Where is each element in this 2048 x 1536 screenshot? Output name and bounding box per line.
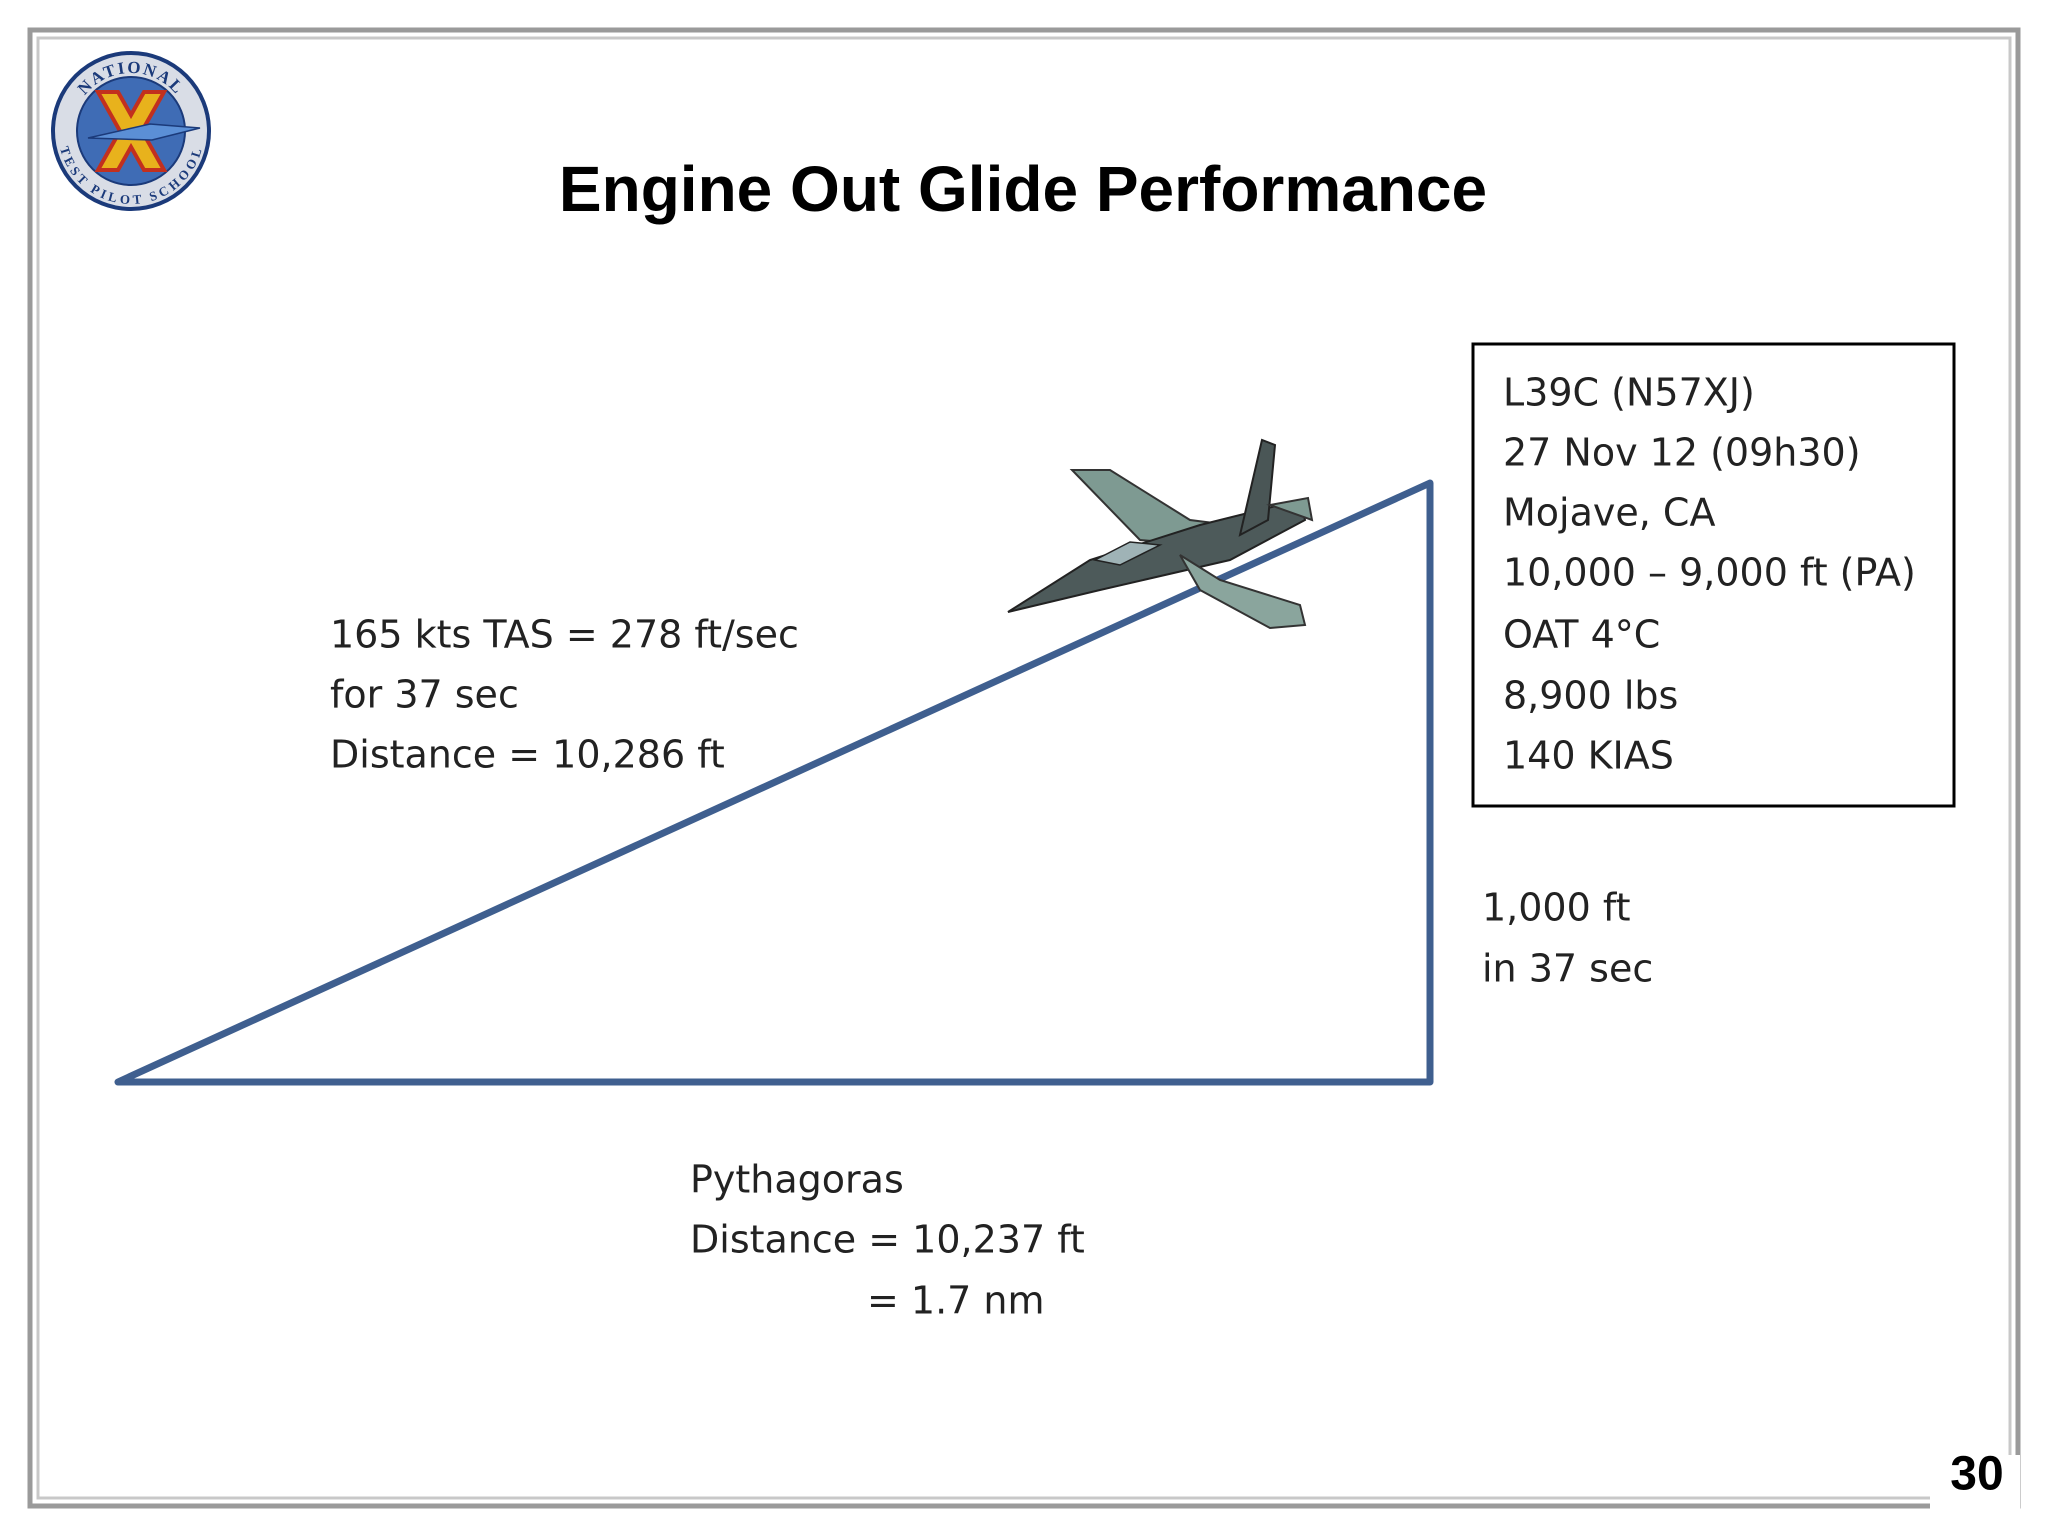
slant-label-line: 165 kts TAS = 278 ft/sec	[330, 613, 799, 657]
page-number: 30	[1950, 1448, 2003, 1501]
page-number-bg	[1930, 1455, 2020, 1510]
info-line: 140 KIAS	[1503, 734, 1674, 778]
info-box	[1471, 342, 1956, 808]
slide-title: Engine Out Glide Performance	[559, 153, 1487, 225]
info-line: 27 Nov 12 (09h30)	[1503, 431, 1861, 475]
slide-border	[27, 27, 2021, 1509]
info-line: L39C (N57XJ)	[1503, 371, 1755, 415]
info-line: OAT 4°C	[1503, 613, 1660, 657]
slant-label-line: for 37 sec	[330, 673, 519, 717]
info-line: 10,000 – 9,000 ft (PA)	[1503, 551, 1916, 595]
info-line: Mojave, CA	[1503, 491, 1715, 535]
base-label-line: = 1.7 nm	[867, 1279, 1045, 1323]
base-label-line: Pythagoras	[690, 1158, 904, 1202]
vertical-label-line: 1,000 ft	[1482, 886, 1630, 930]
slant-label-line: Distance = 10,286 ft	[330, 733, 725, 777]
logo: NATIONAL TEST PILOT SCHOOL	[51, 51, 211, 211]
base-label-line: Distance = 10,237 ft	[690, 1218, 1085, 1262]
jet-stabilizer	[1266, 496, 1314, 522]
glide-triangle	[114, 479, 1434, 1086]
jet-illustration	[1007, 438, 1314, 630]
vertical-label-line: in 37 sec	[1482, 947, 1653, 991]
jet-canopy	[1092, 541, 1163, 566]
info-line: 8,900 lbs	[1503, 674, 1678, 718]
slide-border-inner	[36, 36, 2012, 1500]
jet-fin	[1238, 438, 1277, 537]
logo-jet	[87, 123, 201, 141]
jet-wing-near	[1179, 554, 1307, 630]
